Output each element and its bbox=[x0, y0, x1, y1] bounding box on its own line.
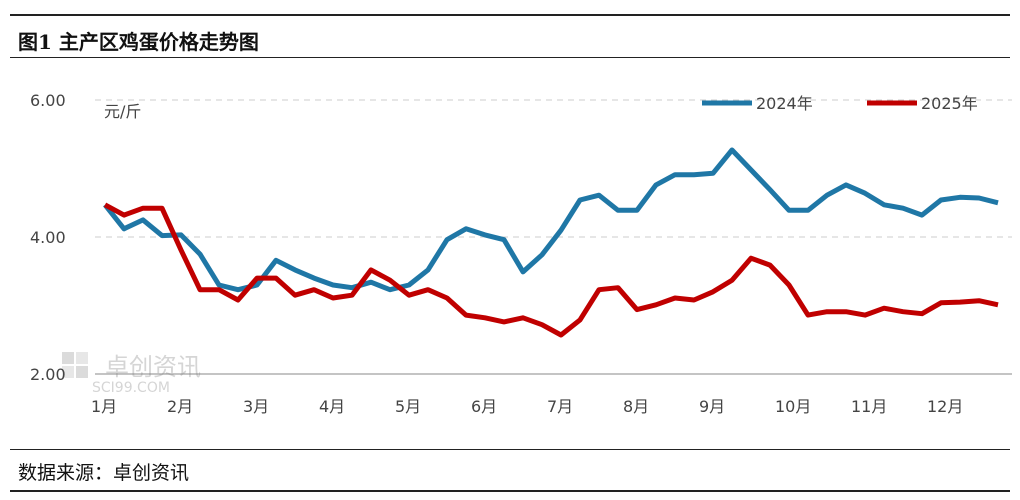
x-tick-label: 2月 bbox=[167, 397, 193, 416]
x-tick-label: 4月 bbox=[319, 397, 345, 416]
y-unit-label: 元/斤 bbox=[104, 102, 141, 121]
footer-rule bbox=[10, 449, 1010, 450]
top-rule bbox=[10, 14, 1010, 16]
watermark: 卓创资讯 SCI99.COM bbox=[62, 352, 201, 396]
x-tick-label: 5月 bbox=[395, 397, 421, 416]
x-tick-label: 7月 bbox=[547, 397, 573, 416]
legend-label-2025: 2025年 bbox=[921, 94, 978, 113]
chart-title: 图1 主产区鸡蛋价格走势图 bbox=[18, 30, 259, 54]
x-tick-label: 8月 bbox=[623, 397, 649, 416]
x-tick-label: 12月 bbox=[927, 397, 963, 416]
x-tick-label: 6月 bbox=[471, 397, 497, 416]
watermark-en: SCI99.COM bbox=[92, 380, 170, 396]
data-source: 数据来源：卓创资讯 bbox=[18, 462, 190, 484]
y-tick-label: 6.00 bbox=[30, 91, 66, 110]
watermark-cn: 卓创资讯 bbox=[105, 353, 201, 381]
line-chart: 卓创资讯 SCI99.COM 2.00 4.00 6.00 1月 2月 3月 4月 5月 6月… bbox=[30, 91, 1012, 416]
bottom-rule bbox=[10, 490, 1010, 492]
x-tick-label: 1月 bbox=[91, 397, 117, 416]
y-tick-label: 4.00 bbox=[30, 228, 66, 247]
title-rule bbox=[10, 57, 1010, 58]
series-line-2025年 bbox=[103, 202, 999, 338]
x-tick-label: 10月 bbox=[775, 397, 811, 416]
legend-label-2024: 2024年 bbox=[756, 94, 813, 113]
x-tick-label: 11月 bbox=[851, 397, 887, 416]
legend: 2024年 2025年 bbox=[702, 94, 978, 113]
series-line-2024年 bbox=[103, 147, 999, 293]
x-tick-label: 3月 bbox=[243, 397, 269, 416]
y-tick-label: 2.00 bbox=[30, 365, 66, 384]
x-tick-label: 9月 bbox=[699, 397, 725, 416]
